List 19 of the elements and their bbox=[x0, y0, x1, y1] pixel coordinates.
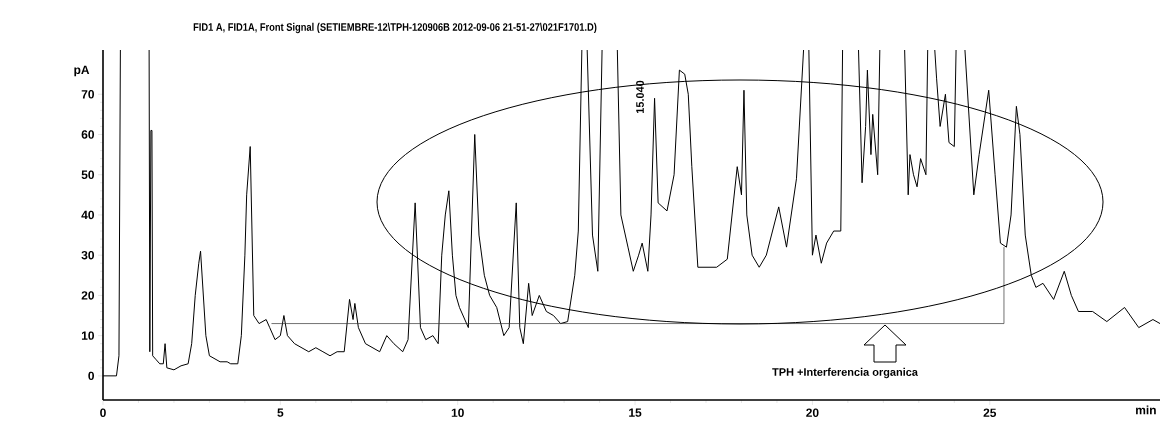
x-tick-label: 15 bbox=[629, 408, 642, 417]
y-tick-label: 0 bbox=[88, 371, 95, 381]
y-tick-label: 10 bbox=[81, 331, 95, 340]
y-tick-label: 20 bbox=[81, 291, 95, 300]
y-tick-label: 50 bbox=[81, 170, 95, 179]
annotation: 15.040 bbox=[636, 80, 644, 114]
chart-title: FID1 A, FID1A, Front Signal (SETIEMBRE-12\TPH-120906B 2012-09-06 21-51-27\021F1701.D) bbox=[193, 22, 597, 34]
y-tick-label: 60 bbox=[81, 130, 95, 139]
x-tick-label: 10 bbox=[451, 408, 464, 417]
x-tick-label: 25 bbox=[983, 408, 997, 417]
y-axis-title: pA bbox=[74, 65, 90, 77]
x-tick-label: 0 bbox=[100, 408, 106, 417]
x-tick-label: 5 bbox=[277, 408, 284, 417]
y-tick-label: 40 bbox=[81, 210, 95, 220]
x-tick-label: 20 bbox=[806, 408, 819, 417]
annotation: TPH +Interferencia organica bbox=[772, 367, 918, 379]
y-tick-label: 30 bbox=[81, 250, 95, 260]
x-axis-title: min bbox=[1136, 405, 1156, 415]
y-tick-label: 70 bbox=[81, 90, 95, 99]
